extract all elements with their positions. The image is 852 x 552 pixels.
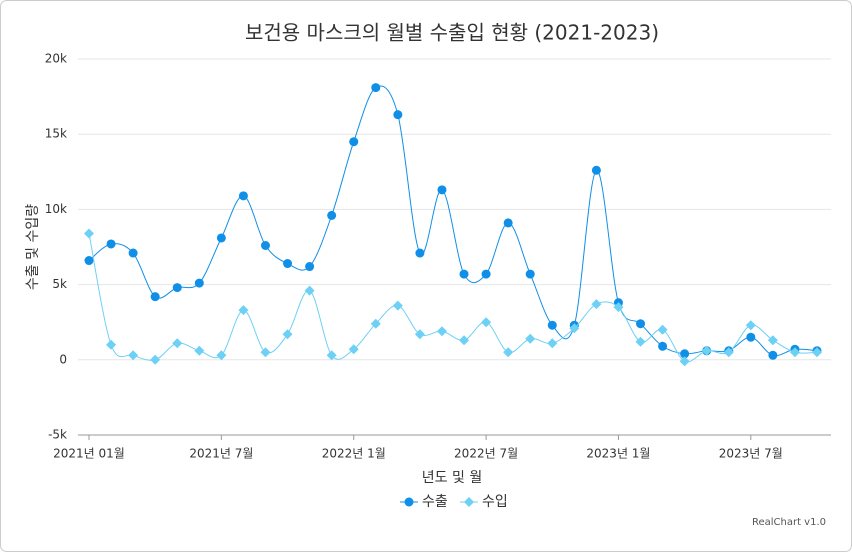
data-point (216, 350, 227, 361)
data-point (768, 350, 778, 360)
data-point (525, 333, 536, 344)
data-point (680, 349, 690, 359)
data-point (238, 305, 249, 316)
data-point (459, 335, 470, 346)
legend-marker (404, 497, 414, 507)
data-point (106, 239, 116, 249)
data-point (349, 137, 359, 147)
data-point (371, 83, 381, 93)
data-point (636, 319, 646, 329)
data-point (701, 345, 712, 356)
y-tick-label: 15k (45, 127, 67, 141)
data-point (414, 329, 425, 340)
data-point (106, 339, 117, 350)
data-point (613, 302, 624, 313)
data-point (84, 256, 94, 266)
data-point (657, 324, 668, 335)
data-point (150, 292, 160, 302)
data-point (415, 248, 425, 258)
data-point (591, 165, 601, 175)
y-tick-label: 10k (45, 202, 67, 216)
data-point (481, 269, 491, 279)
data-point (789, 347, 800, 358)
data-point (745, 320, 756, 331)
legend-item: 수입 (460, 494, 508, 510)
data-point (392, 300, 403, 311)
legend-label: 수출 (422, 494, 448, 510)
data-point (547, 320, 557, 330)
x-tick-label: 2023년 1월 (586, 447, 650, 461)
data-point (150, 354, 161, 365)
credit: RealChart v1.0 (752, 517, 826, 528)
data-point (370, 318, 381, 329)
data-point (194, 278, 204, 288)
data-point (459, 269, 469, 279)
data-point (481, 317, 492, 328)
data-point (327, 210, 337, 220)
y-axis-title: 수출 및 수입량 (25, 204, 41, 290)
x-tick-label: 2022년 1월 (322, 447, 386, 461)
chart-title: 보건용 마스크의 월별 수출입 현황 (2021-2023) (245, 21, 659, 45)
data-point (503, 347, 514, 358)
y-tick-label: -5k (48, 428, 67, 442)
data-point (216, 233, 226, 243)
y-tick-label: 0 (59, 352, 67, 366)
data-point (172, 283, 182, 293)
data-point (238, 191, 248, 201)
data-point (547, 338, 558, 349)
x-axis-title: 년도 및 월 (422, 470, 482, 486)
data-point (283, 259, 293, 269)
series-line (88, 233, 818, 363)
x-tick-label: 2022년 7월 (454, 447, 518, 461)
data-point (635, 336, 646, 347)
data-point (304, 285, 315, 296)
data-point (679, 356, 690, 367)
data-point (812, 347, 822, 358)
x-tick-label: 2023년 7월 (719, 447, 783, 461)
data-point (128, 350, 139, 361)
data-point (348, 344, 359, 355)
legend-item: 수출 (400, 494, 448, 510)
data-point (172, 338, 183, 349)
x-tick-label: 2021년 7월 (189, 447, 253, 461)
data-point (658, 341, 668, 351)
data-point (326, 350, 337, 361)
data-point (723, 347, 734, 358)
y-tick-label: 20k (45, 52, 67, 66)
data-point (525, 269, 535, 279)
legend-label: 수입 (482, 494, 508, 510)
data-point (437, 185, 447, 195)
data-point (84, 228, 94, 239)
data-point (503, 218, 513, 228)
y-tick-label: 5k (52, 277, 67, 291)
data-point (260, 347, 271, 358)
data-point (194, 345, 205, 356)
data-point (436, 326, 447, 337)
data-point (393, 110, 403, 120)
data-point (128, 248, 138, 258)
data-point (767, 335, 778, 346)
data-point (260, 240, 270, 250)
legend-marker (464, 497, 474, 507)
data-point (569, 323, 580, 334)
data-point (282, 329, 293, 340)
data-point (746, 332, 756, 342)
data-point (305, 262, 315, 272)
data-point (591, 299, 602, 310)
x-tick-label: 2021년 01월 (53, 447, 125, 461)
